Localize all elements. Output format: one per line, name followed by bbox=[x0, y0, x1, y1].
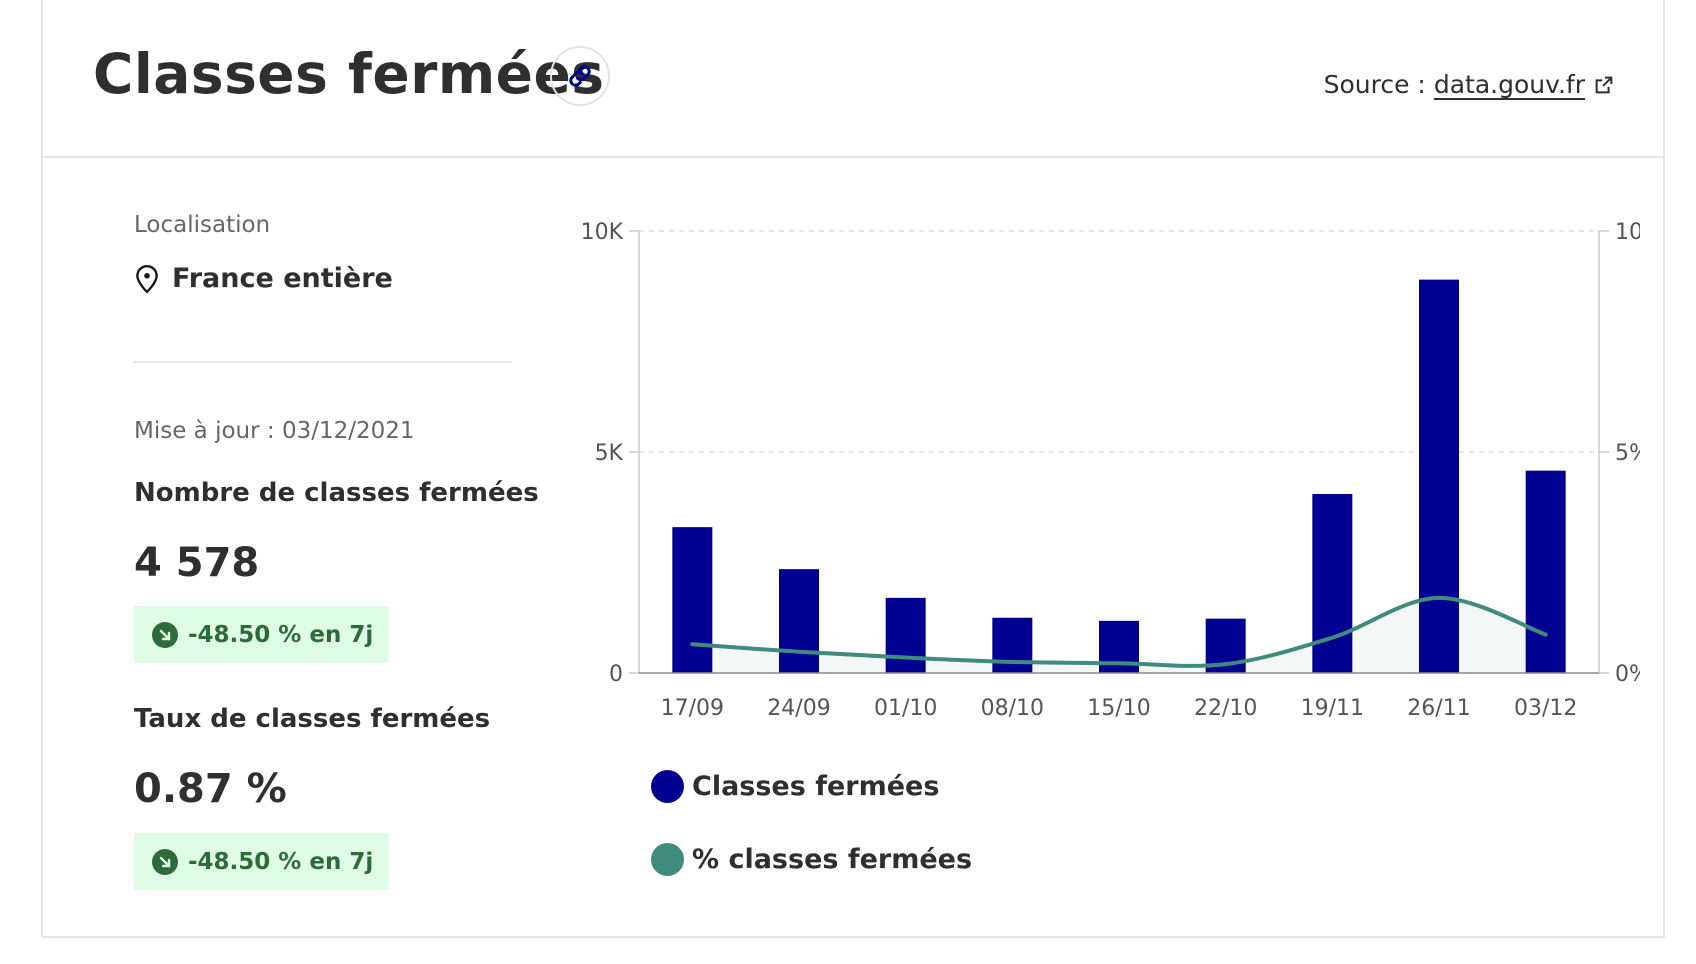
kpi-rate-title: Taux de classes fermées bbox=[134, 704, 491, 734]
x-tick-label: 08/10 bbox=[981, 696, 1044, 721]
y-tick-label-left: 10K bbox=[581, 220, 624, 245]
source-link-text: data.gouv.fr bbox=[1433, 70, 1585, 99]
y-tick-label-left: 5K bbox=[595, 441, 624, 466]
location-label: Localisation bbox=[134, 212, 271, 238]
bar-01-10 bbox=[885, 597, 926, 673]
source-label: Source : bbox=[1323, 70, 1426, 99]
arrow-down-right-icon bbox=[152, 621, 178, 648]
update-date: Mise à jour : 03/12/2021 bbox=[134, 418, 415, 444]
bar-17-09 bbox=[672, 527, 713, 673]
link-icon bbox=[569, 65, 591, 87]
kpi-rate-trend: -48.50 % en 7j bbox=[188, 848, 374, 875]
external-link-icon bbox=[1595, 76, 1613, 93]
x-tick-label: 22/10 bbox=[1194, 696, 1257, 721]
x-tick-label: 24/09 bbox=[767, 696, 830, 721]
legend-label: % classes fermées bbox=[692, 844, 973, 875]
chart-card: Classes fermées Source : data.gouv.fr Lo… bbox=[41, 0, 1665, 938]
kpi-rate-trend-badge: -48.50 % en 7j bbox=[134, 833, 390, 890]
x-tick-label: 17/09 bbox=[661, 696, 724, 721]
rate-line bbox=[690, 595, 1548, 668]
arrow-down-right-icon bbox=[152, 848, 178, 875]
source-info: Source : data.gouv.fr bbox=[1324, 70, 1615, 99]
x-tick-label: 19/11 bbox=[1301, 696, 1364, 721]
card-header: Classes fermées Source : data.gouv.fr bbox=[43, 0, 1663, 158]
x-tick-label: 15/10 bbox=[1087, 696, 1150, 721]
legend-swatch bbox=[651, 843, 684, 876]
closed-classes-chart: 0 5K 10K 0% 5% 10% 17/09 24/09 01/10 08/10 15/10 22… bbox=[581, 220, 1640, 721]
bar-24-09 bbox=[779, 569, 819, 673]
legend-item-line[interactable]: % classes fermées bbox=[651, 843, 972, 876]
x-tick-label: 26/11 bbox=[1407, 696, 1470, 721]
bar-08-10 bbox=[992, 617, 1033, 673]
kpi-count-title: Nombre de classes fermées bbox=[134, 478, 539, 508]
legend-label: Classes fermées bbox=[692, 771, 940, 802]
x-tick-label: 03/12 bbox=[1514, 696, 1577, 721]
kpi-count-trend-badge: -48.50 % en 7j bbox=[134, 606, 390, 663]
bar-19-11 bbox=[1312, 493, 1353, 673]
kpi-count-trend: -48.50 % en 7j bbox=[188, 621, 374, 648]
legend-swatch bbox=[651, 770, 684, 803]
permalink-button[interactable] bbox=[550, 46, 610, 106]
source-link[interactable]: data.gouv.fr bbox=[1434, 70, 1615, 99]
page-title: Classes fermées bbox=[93, 42, 605, 106]
kpi-rate-value: 0.87 % bbox=[134, 766, 287, 812]
y-tick-label-right: 5% bbox=[1615, 441, 1640, 466]
y-tick-label-right: 0% bbox=[1615, 662, 1640, 687]
bar-26-11 bbox=[1419, 279, 1459, 673]
legend-item-bars[interactable]: Classes fermées bbox=[651, 770, 939, 803]
bar-03-12 bbox=[1525, 470, 1566, 673]
map-pin-icon bbox=[136, 264, 158, 293]
location-value: France entière bbox=[172, 263, 393, 294]
y-tick-label-left: 0 bbox=[609, 662, 623, 687]
x-tick-label: 01/10 bbox=[874, 696, 937, 721]
divider bbox=[134, 361, 512, 363]
location-selector[interactable]: France entière bbox=[134, 263, 393, 294]
kpi-count-value: 4 578 bbox=[134, 540, 260, 586]
y-tick-label-right: 10% bbox=[1615, 220, 1640, 245]
